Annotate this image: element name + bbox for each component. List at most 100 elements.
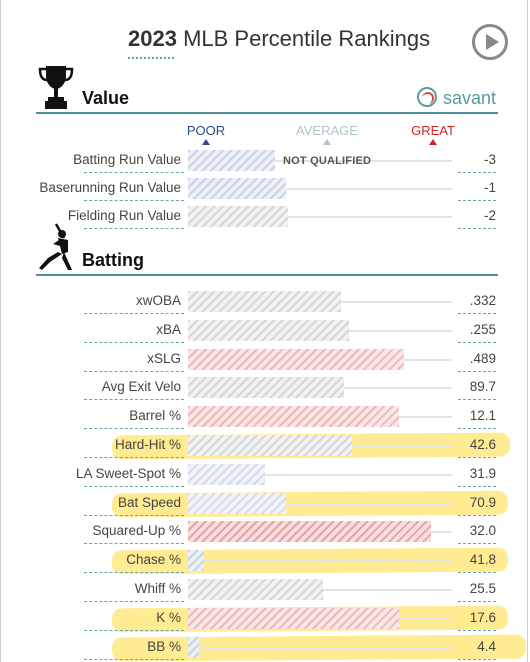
- row-divider-right: [458, 172, 496, 173]
- percentile-bar: [188, 435, 352, 456]
- row-divider-right: [458, 457, 496, 458]
- metric-row-avg-exit-velo[interactable]: Avg Exit Velo 89.7: [0, 374, 528, 402]
- metric-row-fielding-run-value[interactable]: Fielding Run Value -2: [0, 203, 528, 231]
- metric-row-whiff[interactable]: Whiff % 25.5: [0, 576, 528, 604]
- metric-name: xSLG: [147, 351, 181, 366]
- percentile-track: [188, 188, 452, 190]
- baseball-icon: [416, 87, 437, 107]
- metric-value: -1: [483, 180, 496, 195]
- row-divider-left: [84, 428, 184, 429]
- scale-poor-label: POOR: [186, 123, 226, 138]
- metric-value: 42.6: [469, 437, 496, 452]
- metric-name: Bat Speed: [117, 495, 181, 510]
- percentile-bar: [188, 349, 404, 370]
- scale-great-label: GREAT: [411, 123, 455, 138]
- value-section-header: Value savant: [36, 66, 498, 114]
- metric-name: Fielding Run Value: [67, 208, 181, 223]
- row-divider-left: [84, 486, 184, 487]
- metric-row-barrel[interactable]: Barrel % 12.1: [0, 403, 528, 431]
- batter-icon: [39, 223, 72, 270]
- metric-value: -3: [483, 152, 496, 167]
- scale-poor: POOR: [166, 123, 246, 145]
- metric-value: -2: [483, 208, 496, 223]
- row-divider-left: [84, 313, 184, 314]
- metric-name: Barrel %: [129, 408, 181, 423]
- percentile-bar: [188, 550, 204, 571]
- page-title: 2023 MLB Percentile Rankings: [128, 26, 430, 52]
- row-divider-left: [84, 659, 184, 660]
- percentile-track: [188, 503, 452, 505]
- metric-name: Avg Exit Velo: [101, 379, 181, 394]
- percentile-bar: [188, 464, 265, 485]
- scale-great: GREAT: [393, 123, 473, 145]
- metric-name: Whiff %: [134, 581, 181, 596]
- scale-average: AVERAGE: [287, 123, 367, 145]
- row-divider-left: [84, 601, 184, 602]
- row-divider-right: [458, 630, 496, 631]
- metric-row-bb[interactable]: BB % 4.4: [0, 634, 528, 662]
- row-divider-left: [84, 630, 184, 631]
- metric-row-xba[interactable]: xBA .255: [0, 317, 528, 345]
- metric-value: 17.6: [469, 610, 496, 625]
- metric-row-xwoba[interactable]: xwOBA .332: [0, 288, 528, 316]
- percentile-track: [188, 474, 452, 476]
- trophy-icon: [38, 66, 74, 109]
- percentile-bar: [188, 406, 399, 427]
- row-divider-left: [84, 572, 184, 573]
- percentile-bar: [188, 521, 431, 542]
- metric-row-xslg[interactable]: xSLG .489: [0, 346, 528, 374]
- metric-name: Batting Run Value: [73, 152, 181, 167]
- metric-row-chase[interactable]: Chase % 41.8: [0, 547, 528, 575]
- row-divider-right: [458, 342, 496, 343]
- row-divider-left: [84, 399, 184, 400]
- row-divider-right: [458, 371, 496, 372]
- metric-value: 32.0: [469, 523, 496, 538]
- savant-label: savant: [442, 88, 496, 108]
- metric-name: LA Sweet-Spot %: [75, 466, 181, 481]
- metric-row-bat-speed[interactable]: Bat Speed 70.9: [0, 490, 528, 518]
- percentile-bar: [188, 320, 349, 341]
- row-divider-left: [84, 342, 184, 343]
- row-divider-left: [84, 172, 184, 173]
- batting-section-title: Batting: [82, 250, 144, 270]
- savant-logo[interactable]: savant: [416, 87, 496, 109]
- not-qualified-note: NOT QUALIFIED: [283, 155, 372, 167]
- metric-row-k[interactable]: K % 17.6: [0, 605, 528, 633]
- scale-average-label: AVERAGE: [296, 123, 358, 138]
- percentile-track: [188, 647, 452, 649]
- metric-row-squared-up[interactable]: Squared-Up % 32.0: [0, 518, 528, 546]
- row-divider-right: [458, 601, 496, 602]
- percentile-bar: [188, 377, 344, 398]
- metric-name: Chase %: [126, 552, 181, 567]
- row-divider-left: [84, 228, 184, 229]
- average-marker-icon: [323, 139, 331, 145]
- row-divider-right: [458, 399, 496, 400]
- metric-value: 70.9: [469, 495, 496, 510]
- metric-value: 41.8: [469, 552, 496, 567]
- play-icon[interactable]: [472, 24, 508, 60]
- row-divider-right: [458, 543, 496, 544]
- metric-name: xBA: [156, 322, 181, 337]
- metric-name: Squared-Up %: [92, 523, 181, 538]
- row-divider-left: [84, 543, 184, 544]
- metric-row-baserunning-run-value[interactable]: Baserunning Run Value -1: [0, 175, 528, 203]
- metric-row-hard-hit[interactable]: Hard-Hit % 42.6: [0, 432, 528, 460]
- percentile-bar: [188, 178, 286, 199]
- percentile-bar: [188, 579, 323, 600]
- title-year: 2023: [128, 26, 177, 51]
- percentile-track: [188, 160, 452, 162]
- metric-row-la-sweet-spot[interactable]: LA Sweet-Spot % 31.9: [0, 461, 528, 489]
- percentile-bar: [188, 637, 199, 658]
- value-section-title: Value: [82, 88, 130, 108]
- metric-name: Baserunning Run Value: [39, 180, 181, 195]
- metric-name: K %: [156, 610, 181, 625]
- year-selector-underline[interactable]: [128, 57, 174, 59]
- metric-value: 25.5: [469, 581, 496, 596]
- row-divider-right: [458, 515, 496, 516]
- row-divider-right: [458, 486, 496, 487]
- metric-row-batting-run-value[interactable]: Batting Run Value NOT QUALIFIED -3: [0, 147, 528, 175]
- metric-value: 4.4: [477, 639, 496, 654]
- metric-value: .255: [469, 322, 496, 337]
- row-divider-left: [84, 371, 184, 372]
- percentile-bar: [188, 493, 286, 514]
